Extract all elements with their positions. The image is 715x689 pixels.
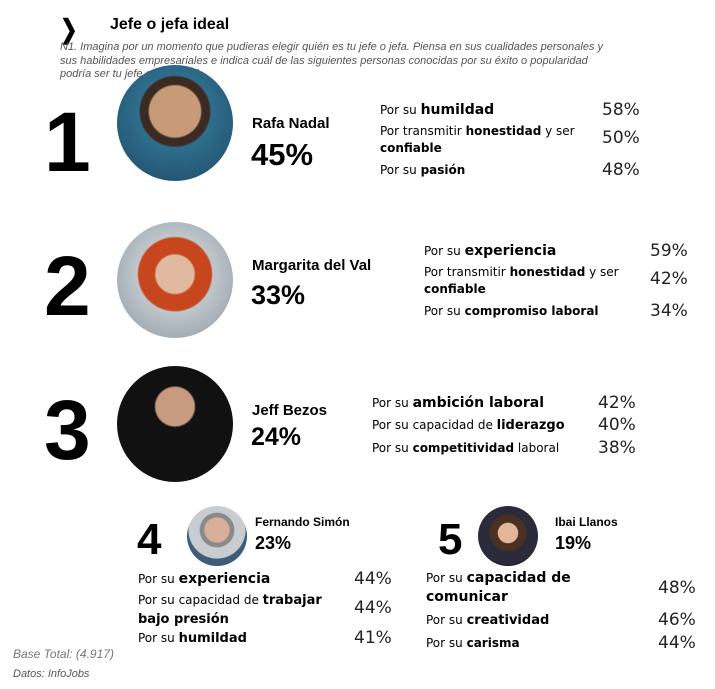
reason-item: Por su capacidad de comunicar 48% (426, 570, 696, 605)
person-percentage: 23% (255, 533, 292, 553)
person-photo (187, 506, 247, 566)
reason-item: Por su compromiso laboral 34% (424, 301, 688, 321)
rank-number: 5 (438, 515, 463, 564)
rank-number: 4 (137, 515, 162, 564)
reason-item: Por su creatividad 46% (426, 610, 696, 630)
reason-item: Por su capacidad de trabajar bajo presió… (138, 593, 392, 627)
reason-item: Por su pasión 48% (380, 160, 640, 180)
person-name: Fernando Simón (255, 515, 350, 529)
person-photo (117, 65, 233, 181)
person-percentage: 24% (251, 423, 302, 451)
person-percentage: 33% (251, 280, 306, 310)
person-percentage: 45% (251, 137, 314, 172)
reason-item: Por transmitir honestidad y ser confiabl… (424, 265, 688, 296)
reason-item: Por su carisma 44% (426, 633, 696, 653)
person-photo (478, 506, 538, 566)
person-name: Margarita del Val (252, 257, 372, 274)
rank-number: 2 (44, 239, 91, 333)
person-name: Ibai Llanos (555, 515, 618, 529)
reason-item: Por su capacidad de liderazgo 40% (372, 415, 636, 435)
question-text: N1. Imagina por un momento que pudieras … (60, 41, 604, 80)
data-source: Datos: InfoJobs (13, 668, 90, 680)
reason-item: Por su competitividad laboral 38% (372, 438, 636, 458)
page-title: Jefe o jefa ideal (110, 16, 230, 33)
reason-item: Por su ambición laboral 42% (372, 393, 636, 413)
reason-item: Por su experiencia 44% (138, 569, 392, 589)
person-name: Jeff Bezos (252, 402, 328, 419)
chevron-right-icon: ❯ (60, 14, 78, 44)
person-photo (117, 366, 233, 482)
base-total: Base Total: (4.917) (13, 647, 114, 661)
reason-item: Por transmitir honestidad y ser confiabl… (380, 124, 640, 155)
reason-item: Por su experiencia 59% (424, 241, 688, 261)
person-percentage: 19% (555, 533, 592, 553)
reason-item: Por su humildad 41% (138, 628, 392, 648)
person-photo (117, 222, 233, 338)
rank-number: 3 (44, 383, 91, 477)
rank-number: 1 (44, 95, 91, 189)
person-name: Rafa Nadal (252, 115, 330, 132)
reason-item: Por su humildad 58% (380, 100, 640, 120)
